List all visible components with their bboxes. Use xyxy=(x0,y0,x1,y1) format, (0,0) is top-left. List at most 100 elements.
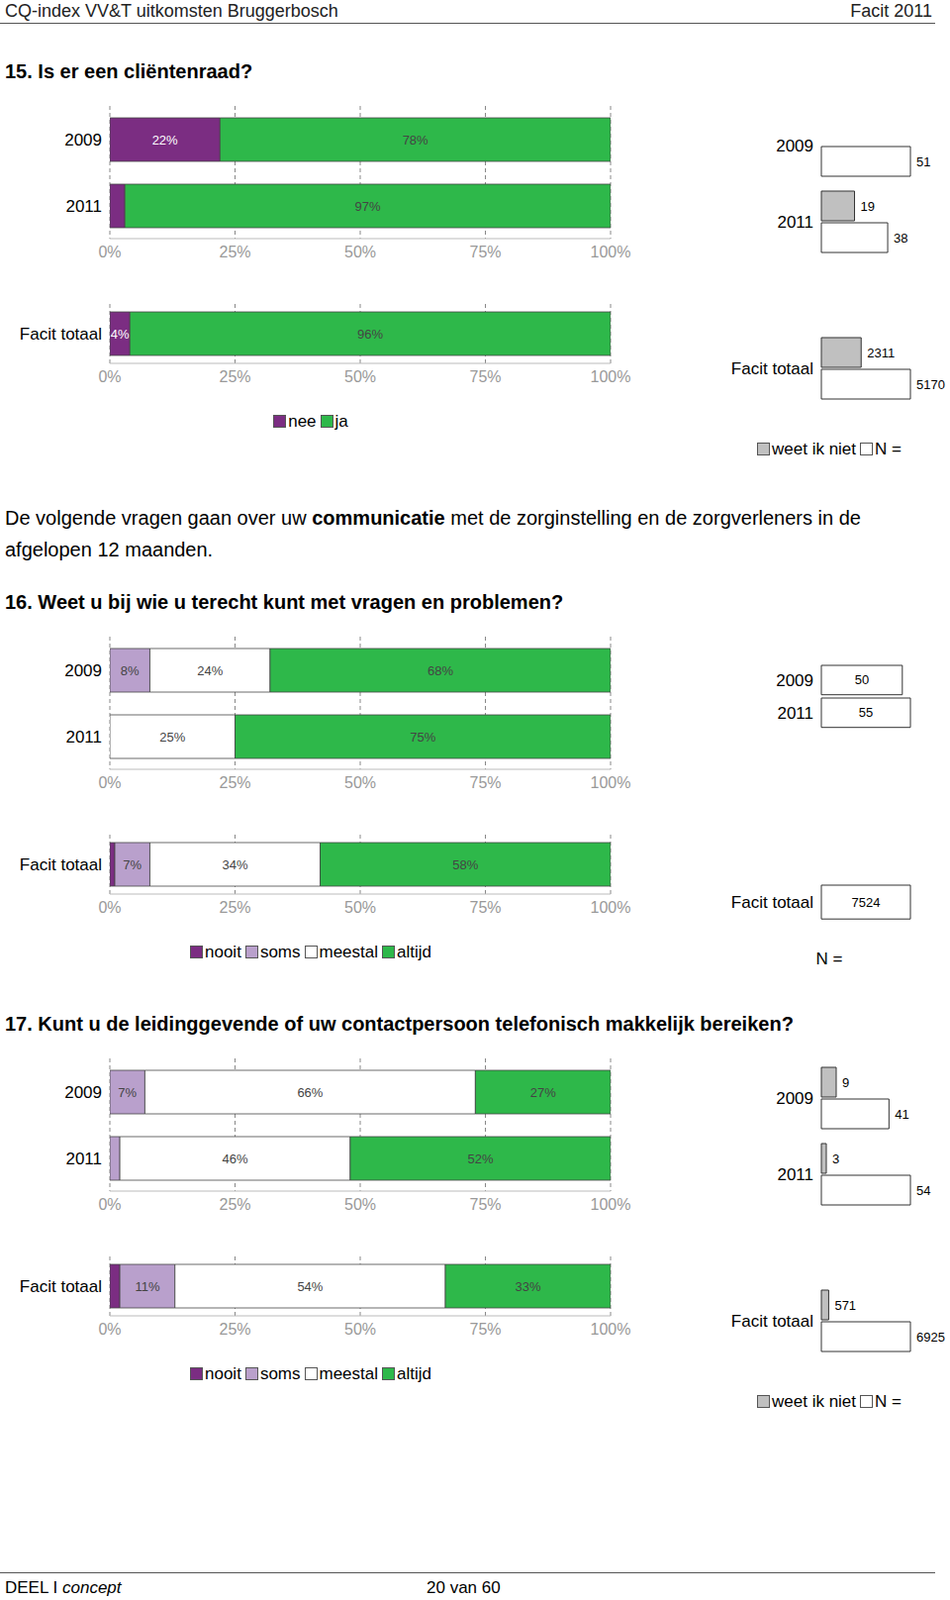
html-text:DEEL I concept: DEEL I concept xyxy=(4,1577,122,1597)
html-text:N =: N = xyxy=(874,439,902,459)
svg-text:Facit totaal: Facit totaal xyxy=(731,1311,814,1330)
svg-text:25%: 25% xyxy=(218,1195,251,1213)
svg-text:100%: 100% xyxy=(590,243,632,261)
svg-text:100%: 100% xyxy=(590,1195,632,1213)
html-text:altijd: altijd xyxy=(396,1363,432,1383)
svg-text:46%: 46% xyxy=(221,1150,248,1166)
html-text:weet ik niet: weet ik niet xyxy=(771,439,856,459)
svg-text:2009: 2009 xyxy=(64,1082,102,1102)
svg-text:2011: 2011 xyxy=(776,1164,814,1184)
svg-text:2011: 2011 xyxy=(65,196,102,216)
svg-text:25%: 25% xyxy=(159,729,186,745)
svg-text:75%: 75% xyxy=(469,243,501,261)
svg-text:8%: 8% xyxy=(120,663,140,678)
svg-text:2011: 2011 xyxy=(776,703,814,723)
svg-text:0%: 0% xyxy=(97,1320,121,1337)
svg-text:2009: 2009 xyxy=(64,130,102,150)
svg-text:Facit totaal: Facit totaal xyxy=(19,1276,102,1296)
svg-text:50%: 50% xyxy=(344,243,377,261)
svg-text:75%: 75% xyxy=(409,729,436,745)
svg-text:34%: 34% xyxy=(221,856,248,872)
html-text:15. Is er een cliëntenraad?: 15. Is er een cliëntenraad? xyxy=(4,60,253,83)
svg-text:7524: 7524 xyxy=(852,894,881,910)
html-text:N =: N = xyxy=(874,1391,902,1411)
svg-text:0%: 0% xyxy=(97,773,121,791)
svg-text:Facit totaal: Facit totaal xyxy=(19,855,102,874)
svg-text:75%: 75% xyxy=(469,1320,501,1337)
svg-text:2009: 2009 xyxy=(775,1088,814,1108)
html-text:weet ik niet: weet ik niet xyxy=(771,1391,856,1411)
html-text:17. Kunt u de leidinggevende o: 17. Kunt u de leidinggevende of uw conta… xyxy=(4,1012,794,1035)
svg-text:2011: 2011 xyxy=(776,212,814,232)
svg-text:27%: 27% xyxy=(530,1084,557,1100)
svg-text:68%: 68% xyxy=(427,663,454,678)
svg-text:50%: 50% xyxy=(344,368,377,385)
svg-text:55: 55 xyxy=(858,704,873,720)
svg-text:51: 51 xyxy=(916,154,931,170)
svg-text:54: 54 xyxy=(916,1182,931,1198)
svg-text:50%: 50% xyxy=(344,898,377,916)
svg-text:25%: 25% xyxy=(218,243,251,261)
svg-text:100%: 100% xyxy=(590,368,632,385)
svg-text:6925: 6925 xyxy=(916,1329,943,1344)
svg-text:33%: 33% xyxy=(514,1278,541,1294)
svg-text:41: 41 xyxy=(894,1106,909,1122)
html-text:Facit 2011: Facit 2011 xyxy=(850,0,933,21)
svg-text:571: 571 xyxy=(834,1297,856,1313)
svg-text:78%: 78% xyxy=(402,132,429,148)
svg-text:38: 38 xyxy=(893,230,908,246)
svg-text:52%: 52% xyxy=(467,1150,493,1166)
svg-text:2009: 2009 xyxy=(775,136,814,156)
svg-text:7%: 7% xyxy=(122,856,142,872)
svg-text:0%: 0% xyxy=(97,368,121,385)
svg-text:58%: 58% xyxy=(452,856,478,872)
svg-text:75%: 75% xyxy=(469,368,501,385)
html-text:soms: soms xyxy=(260,1363,301,1383)
svg-text:2011: 2011 xyxy=(65,1148,102,1168)
svg-text:96%: 96% xyxy=(357,326,383,342)
svg-text:24%: 24% xyxy=(196,663,223,678)
svg-text:75%: 75% xyxy=(469,1195,501,1213)
html-text:meestal: meestal xyxy=(319,1363,379,1383)
svg-text:75%: 75% xyxy=(469,898,501,916)
svg-text:2011: 2011 xyxy=(65,727,102,747)
svg-text:2009: 2009 xyxy=(775,670,814,690)
html-text:CQ-index VV&T uitkomsten Brugg: CQ-index VV&T uitkomsten Bruggerbosch xyxy=(4,0,339,21)
html-text:20 van 60: 20 van 60 xyxy=(426,1577,501,1597)
svg-text:54%: 54% xyxy=(296,1278,323,1294)
svg-text:0%: 0% xyxy=(97,898,121,916)
svg-text:19: 19 xyxy=(860,198,875,214)
svg-text:75%: 75% xyxy=(469,773,501,791)
svg-text:66%: 66% xyxy=(296,1084,323,1100)
svg-text:Facit totaal: Facit totaal xyxy=(19,324,102,344)
html-text:nee: nee xyxy=(288,411,317,431)
html-text:nooit: nooit xyxy=(204,1363,242,1383)
svg-text:7%: 7% xyxy=(117,1084,137,1100)
svg-text:50%: 50% xyxy=(344,1320,377,1337)
svg-text:25%: 25% xyxy=(218,898,251,916)
svg-text:Facit totaal: Facit totaal xyxy=(731,892,814,912)
svg-text:9: 9 xyxy=(842,1074,850,1090)
svg-text:100%: 100% xyxy=(590,773,632,791)
svg-text:0%: 0% xyxy=(97,1195,121,1213)
svg-text:100%: 100% xyxy=(590,898,632,916)
html-text:De volgende vragen gaan over u: De volgende vragen gaan over uw communic… xyxy=(4,506,861,561)
svg-text:4%: 4% xyxy=(110,326,130,342)
svg-text:97%: 97% xyxy=(355,198,381,214)
svg-text:50%: 50% xyxy=(344,773,377,791)
svg-text:100%: 100% xyxy=(590,1320,632,1337)
svg-text:50%: 50% xyxy=(344,1195,377,1213)
svg-text:2009: 2009 xyxy=(64,661,102,680)
html-text:16. Weet u bij wie u terecht k: 16. Weet u bij wie u terecht kunt met vr… xyxy=(4,590,564,613)
svg-text:50: 50 xyxy=(855,671,869,687)
svg-text:0%: 0% xyxy=(97,243,121,261)
svg-text:3: 3 xyxy=(832,1150,840,1166)
svg-text:25%: 25% xyxy=(218,773,251,791)
svg-text:25%: 25% xyxy=(218,1320,251,1337)
svg-text:Facit totaal: Facit totaal xyxy=(731,359,814,379)
svg-text:22%: 22% xyxy=(152,132,179,148)
svg-text:25%: 25% xyxy=(218,368,251,385)
svg-text:2311: 2311 xyxy=(866,345,895,361)
svg-text:5170: 5170 xyxy=(916,377,943,392)
svg-text:11%: 11% xyxy=(134,1278,160,1294)
